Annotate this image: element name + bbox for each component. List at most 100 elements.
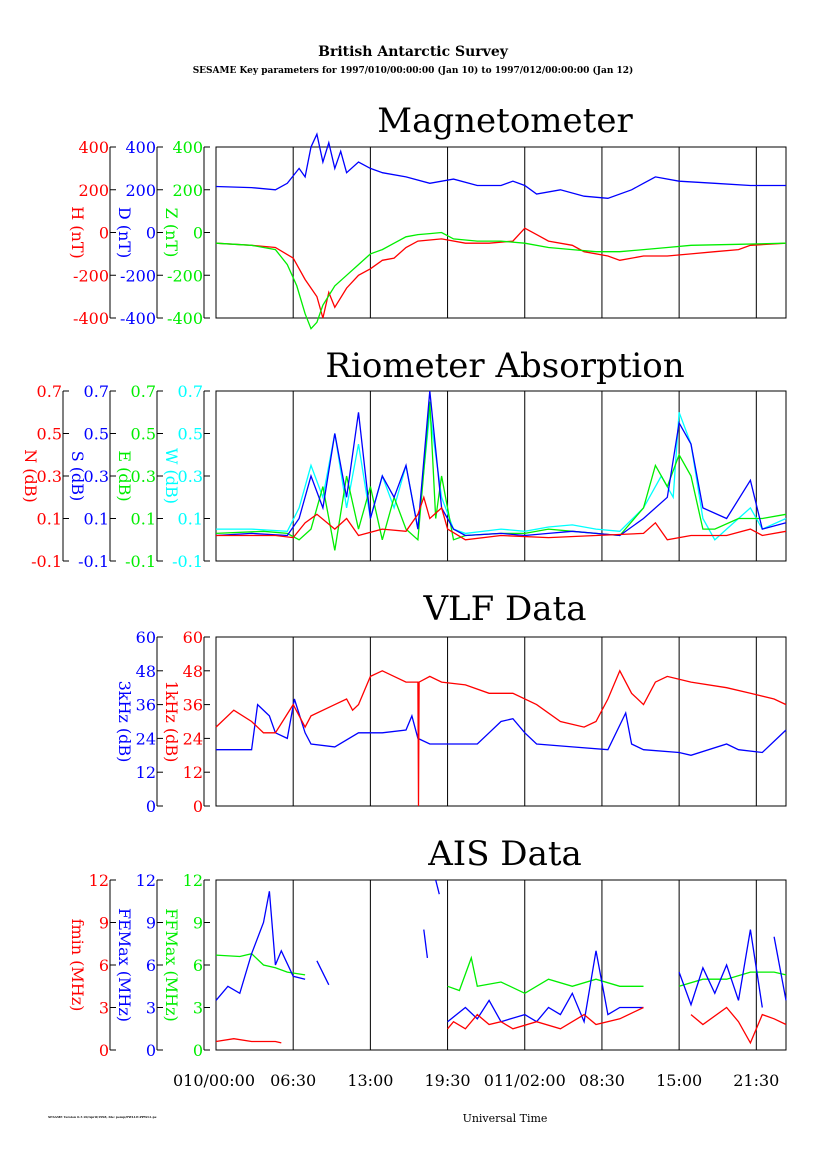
y-tick-label: 3 <box>193 999 203 1018</box>
series-line-S <box>215 390 787 537</box>
y-tick-label: 0 <box>146 224 156 243</box>
y-tick-label: 24 <box>136 729 156 748</box>
y-tick-label: 9 <box>193 914 203 933</box>
y-tick-label: -0.1 <box>125 552 156 571</box>
y-tick-label: -200 <box>167 266 203 285</box>
y-tick-label: 200 <box>172 181 203 200</box>
panel-title: VLF Data <box>423 589 587 629</box>
y-axis-title: fmin (MHz) <box>68 919 87 1012</box>
y-tick-label: 400 <box>172 138 203 157</box>
y-tick-label: -0.1 <box>78 552 109 571</box>
y-tick-label: 400 <box>78 138 109 157</box>
series-line-FEMax <box>423 929 429 958</box>
y-tick-label: 0.5 <box>84 425 109 444</box>
y-tick-label: 12 <box>136 871 156 890</box>
y-tick-label: 48 <box>183 662 203 681</box>
y-tick-label: 0.5 <box>178 425 203 444</box>
y-tick-label: 36 <box>136 696 156 715</box>
y-tick-label: -400 <box>120 309 156 328</box>
series-line-fmin <box>690 1006 787 1045</box>
y-tick-label: 0.3 <box>131 467 156 486</box>
y-tick-label: -400 <box>73 309 109 328</box>
y-tick-label: 0.1 <box>37 510 62 529</box>
series-line-FFMax <box>447 955 644 995</box>
y-tick-label: 0.7 <box>131 382 156 401</box>
y-tick-label: 200 <box>125 181 156 200</box>
series-line-H <box>215 227 787 319</box>
y-axis-title: 3kHz (dB) <box>115 681 134 763</box>
x-tick-label: 06:30 <box>270 1071 316 1090</box>
y-tick-label: 0.3 <box>37 467 62 486</box>
y-tick-label: 3 <box>146 999 156 1018</box>
y-tick-label: 0 <box>146 797 156 816</box>
y-tick-label: -0.1 <box>31 552 62 571</box>
x-tick-label: 15:00 <box>656 1071 702 1090</box>
y-tick-label: -200 <box>73 266 109 285</box>
x-tick-label: 13:00 <box>347 1071 393 1090</box>
y-tick-label: 400 <box>125 138 156 157</box>
y-tick-label: 60 <box>136 628 156 647</box>
y-tick-label: 0.5 <box>131 425 156 444</box>
y-axis-title: FFMax (MHz) <box>162 908 181 1021</box>
y-tick-label: -200 <box>120 266 156 285</box>
y-axis-title: 1kHz (dB) <box>162 681 181 763</box>
y-tick-label: 3 <box>99 999 109 1018</box>
y-axis-title: Z (nT) <box>162 208 181 258</box>
series-line-D <box>215 132 786 199</box>
y-tick-label: 0.7 <box>178 382 203 401</box>
plot-frame <box>215 636 787 807</box>
series-line-fmin <box>447 1006 644 1030</box>
y-tick-label: 0.5 <box>37 425 62 444</box>
series-line-FEMax-late <box>773 936 787 1001</box>
x-tick-label: 010/00:00 <box>173 1071 255 1090</box>
panel-2: VLF Data 60 48 36 24 12 0 3kHz (dB) 60 48 36 24 12 0 1… <box>115 589 787 816</box>
series-line-Z <box>215 231 787 330</box>
series-line-E <box>215 401 787 551</box>
series-line-fmin <box>215 1038 282 1044</box>
y-tick-label: 0 <box>193 1041 203 1060</box>
y-tick-label: 0.1 <box>178 510 203 529</box>
y-axis-title: E (dB) <box>115 450 134 501</box>
y-tick-label: 6 <box>99 956 109 975</box>
panel-title: Riometer Absorption <box>325 346 684 386</box>
x-tick-label: 19:30 <box>425 1071 471 1090</box>
y-tick-label: 0.1 <box>131 510 156 529</box>
y-tick-label: 0.7 <box>37 382 62 401</box>
y-tick-label: -400 <box>167 309 203 328</box>
y-tick-label: 0 <box>99 224 109 243</box>
x-axis-label: Universal Time <box>462 1112 548 1125</box>
y-axis-title: S (dB) <box>68 451 87 502</box>
y-tick-label: 60 <box>183 628 203 647</box>
x-tick-label: 21:30 <box>733 1071 779 1090</box>
y-tick-label: 0.3 <box>84 467 109 486</box>
x-tick-label: 08:30 <box>579 1071 625 1090</box>
y-tick-label: 0 <box>193 797 203 816</box>
y-tick-label: 12 <box>183 763 203 782</box>
plot-frame <box>215 879 787 1051</box>
plot-frame <box>215 146 787 319</box>
y-tick-label: 12 <box>89 871 109 890</box>
y-tick-label: 0 <box>193 224 203 243</box>
y-tick-label: 9 <box>146 914 156 933</box>
y-tick-label: 9 <box>99 914 109 933</box>
series-line-FEMax <box>447 950 644 1025</box>
plot-frame <box>215 390 787 562</box>
panel-title: Magnetometer <box>377 101 633 141</box>
y-tick-label: 12 <box>136 763 156 782</box>
panel-3: AIS Data 12 9 6 3 0 fmin (MHz) 12 9 6 3 0 FEMax (MHz… <box>68 834 787 1060</box>
y-tick-label: 200 <box>78 181 109 200</box>
series-line-3kHz <box>216 698 787 756</box>
series-line-N <box>216 495 787 541</box>
y-axis-title: FEMax (MHz) <box>115 908 134 1022</box>
series-line-FEMax <box>435 879 440 895</box>
y-tick-label: 24 <box>183 729 203 748</box>
panel-0: Magnetometer 400 200 0 -200 -400 H (nT) 400 200 0… <box>68 101 787 330</box>
y-tick-label: -0.1 <box>172 552 203 571</box>
series-line-FEMax <box>316 960 330 986</box>
series-line-FEMax-late <box>678 929 763 1008</box>
y-tick-label: 0 <box>146 1041 156 1060</box>
panel-1: Riometer Absorption 0.7 0.5 0.3 0.1 -0.1 N (dB… <box>21 346 787 571</box>
report-subtitle: SESAME Key parameters for 1997/010/00:00… <box>192 66 634 76</box>
